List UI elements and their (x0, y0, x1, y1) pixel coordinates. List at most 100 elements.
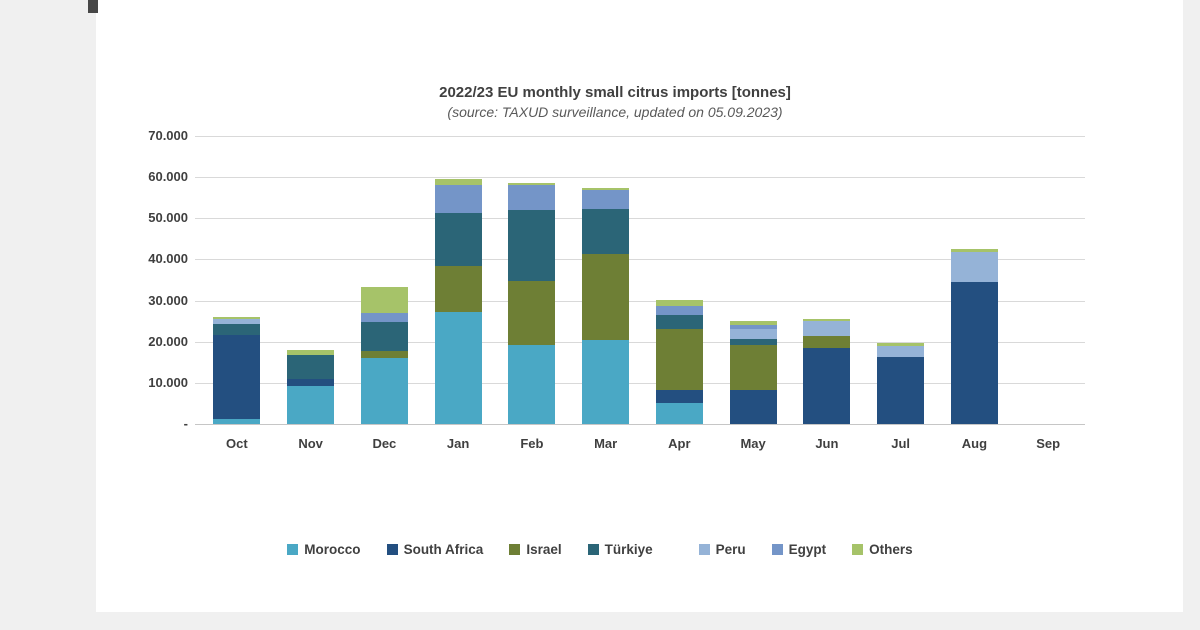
bar-mar (582, 187, 630, 424)
bar-segment-others (434, 179, 482, 185)
bar-segment-israel (582, 254, 630, 341)
bar-segment-türkiye (508, 210, 556, 282)
gridline (195, 382, 1085, 384)
legend-swatch-icon (287, 543, 299, 555)
x-axis-line (195, 424, 1085, 425)
bar-segment-others (213, 317, 261, 320)
y-tick-label: 40.000 (148, 251, 188, 267)
x-tick-label-nov: Nov (298, 436, 323, 451)
legend-item-israel: Israel (509, 541, 562, 557)
legend-label: Egypt (788, 541, 827, 557)
right-margin-strip (1183, 0, 1200, 630)
legend-swatch-icon (698, 543, 710, 555)
legend-swatch-icon (852, 543, 864, 555)
legend-label: Peru (715, 541, 746, 557)
bar-segment-türkiye (729, 338, 777, 345)
legend-item-türkiye: Türkiye (587, 542, 653, 557)
bar-may (729, 320, 777, 424)
legend-label: Morocco (304, 541, 361, 557)
legend-swatch-icon (587, 543, 599, 555)
bar-segment-türkiye (655, 315, 703, 330)
bar-segment-türkiye (213, 324, 261, 335)
x-tick-label-feb: Feb (520, 436, 544, 451)
bar-segment-egypt (360, 312, 408, 322)
bar-jan (434, 179, 482, 424)
gridline (195, 300, 1085, 302)
gridline (195, 341, 1085, 343)
x-tick-label-dec: Dec (372, 436, 397, 451)
bar-segment-israel (360, 350, 408, 359)
bar-segment-others (803, 318, 851, 321)
x-tick-label-sep: Sep (1036, 436, 1061, 451)
x-tick-label-jan: Jan (446, 436, 470, 451)
gridline (195, 177, 1085, 179)
bar-feb (508, 183, 556, 424)
y-tick-label: 50.000 (148, 210, 188, 226)
legend-label: Israel (526, 541, 562, 557)
x-tick-label-oct: Oct (226, 436, 248, 451)
bar-segment-others (508, 183, 556, 185)
bar-dec (360, 287, 408, 424)
bar-segment-others (877, 342, 925, 346)
legend-swatch-icon (771, 543, 783, 555)
gridline (195, 218, 1085, 220)
bar-segment-israel (655, 329, 703, 391)
gridline (195, 259, 1085, 261)
bar-segment-israel (729, 345, 777, 390)
corner-tab (88, 0, 98, 13)
bar-oct (213, 317, 261, 424)
bar-segment-morocco (434, 311, 482, 424)
y-tick-label: 30.000 (148, 292, 188, 308)
left-margin-strip (0, 0, 96, 630)
bar-segment-türkiye (287, 355, 335, 380)
bar-apr (655, 300, 703, 424)
bar-segment-south-africa (213, 334, 261, 420)
legend-swatch-icon (509, 543, 521, 555)
bar-segment-peru (729, 328, 777, 339)
bar-nov (287, 350, 335, 424)
legend-item-peru: Peru (698, 541, 746, 557)
x-tick-label-mar: Mar (594, 436, 618, 451)
bar-segment-peru (877, 345, 925, 357)
bar-segment-türkiye (434, 213, 482, 266)
bar-segment-south-africa (287, 379, 335, 387)
gridline (195, 136, 1085, 137)
bar-segment-israel (803, 335, 851, 349)
bar-segment-peru (213, 319, 261, 325)
bar-segment-others (360, 287, 408, 313)
bar-segment-türkiye (360, 321, 408, 351)
bar-segment-others (582, 187, 630, 191)
bar-segment-south-africa (803, 348, 851, 424)
bar-jul (877, 342, 925, 424)
bar-segment-egypt (508, 184, 556, 211)
legend-swatch-icon (386, 543, 398, 555)
x-tick-label-may: May (740, 436, 766, 451)
bar-segment-others (950, 249, 998, 253)
legend-label: Others (869, 541, 913, 557)
bottom-margin-strip (0, 612, 1200, 630)
bar-segment-türkiye (582, 209, 630, 255)
legend-label: South Africa (403, 541, 484, 557)
bar-segment-morocco (287, 386, 335, 424)
chart-title: 2022/23 EU monthly small citrus imports … (439, 84, 791, 101)
chart-legend: Morocco South Africa Israel Türkiye Peru Egyp… (100, 538, 1100, 560)
bar-jun (803, 318, 851, 424)
bar-segment-south-africa (655, 390, 703, 404)
legend-item-morocco: Morocco (287, 541, 361, 557)
bar-segment-morocco (213, 419, 261, 424)
y-tick-label: 10.000 (148, 374, 188, 390)
bar-segment-israel (434, 265, 482, 312)
x-tick-label-apr: Apr (668, 436, 691, 451)
x-tick-label-aug: Aug (961, 436, 988, 451)
bar-segment-peru (950, 252, 998, 282)
bar-segment-south-africa (877, 356, 925, 424)
bar-segment-morocco (582, 340, 630, 424)
x-tick-label-jul: Jul (891, 436, 911, 451)
legend-item-south-africa: South Africa (386, 541, 484, 557)
x-tick-label-jun: Jun (815, 436, 839, 451)
bar-segment-south-africa (729, 389, 777, 424)
bar-segment-egypt (729, 324, 777, 329)
y-tick-label: 20.000 (148, 333, 188, 349)
legend-item-egypt: Egypt (771, 541, 827, 557)
bar-segment-south-africa (950, 281, 998, 424)
